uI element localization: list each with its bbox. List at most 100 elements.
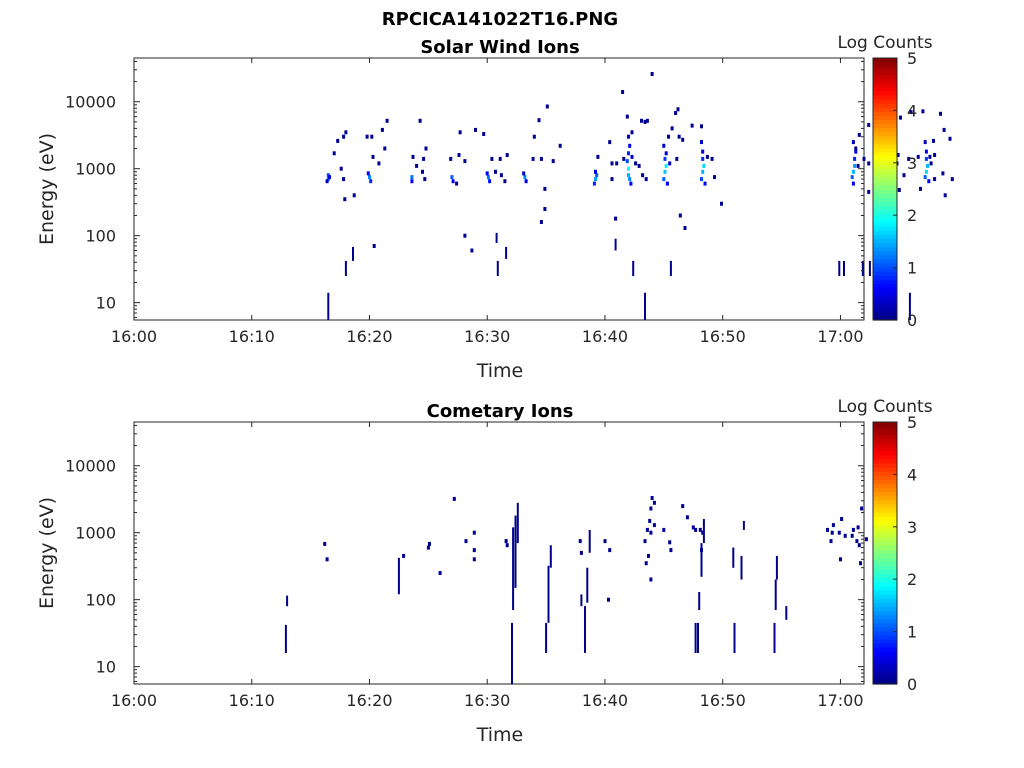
heatmap-cell — [640, 118, 643, 123]
plot-area — [133, 421, 865, 685]
heatmap-streak — [286, 595, 289, 607]
heatmap-cell — [372, 244, 376, 248]
heatmap-cell — [902, 173, 906, 178]
x-tick-label: 16:40 — [582, 691, 628, 710]
heatmap-cell — [463, 233, 467, 238]
heatmap-cell — [422, 156, 426, 161]
heatmap-cell — [474, 127, 477, 132]
heatmap-cell — [649, 530, 653, 535]
colorbar-segment — [873, 262, 897, 268]
colorbar-segment — [873, 172, 897, 178]
colorbar-segment — [873, 499, 897, 505]
heatmap-streak — [732, 547, 735, 568]
heatmap-cell — [451, 179, 455, 184]
plot-area — [133, 57, 865, 321]
colorbar-segment — [873, 626, 897, 632]
x-tick-label: 16:20 — [346, 691, 392, 710]
heatmap-cell — [532, 134, 536, 139]
colorbar-segment — [873, 295, 897, 301]
x-tick-label: 16:10 — [229, 327, 275, 346]
heatmap-streak — [632, 260, 635, 276]
heatmap-cell — [365, 134, 369, 139]
panel-title: Solar Wind Ions — [420, 37, 579, 58]
colorbar-segment — [873, 225, 897, 231]
figure-title: RPCICA141022T16.PNG — [382, 9, 618, 30]
colorbar-segment — [873, 283, 897, 288]
colorbar-tick-label: 3 — [907, 154, 917, 173]
panels: Solar Wind Ions 16:00 16:10 16:20 16:30 16:40… — [36, 33, 954, 746]
x-tick-label: 16:30 — [464, 327, 510, 346]
heatmap-cell — [455, 181, 459, 186]
heatmap-cell — [627, 173, 630, 178]
heatmap-cell — [644, 561, 648, 566]
colorbar-segment — [873, 148, 897, 153]
heatmap-cells — [284, 496, 892, 684]
heatmap-cell — [703, 181, 707, 186]
heatmap-cell — [644, 177, 648, 182]
heatmap-streak — [511, 622, 513, 684]
colorbar-segment — [873, 606, 897, 611]
heatmap-cell — [377, 161, 381, 166]
heatmap-cell — [853, 156, 857, 161]
heatmap-streak — [495, 232, 498, 243]
colorbar-segment — [873, 618, 897, 624]
heatmap-cell — [637, 163, 641, 168]
heatmap-cell — [924, 169, 928, 174]
colorbar-segment — [873, 103, 897, 108]
heatmap-cell — [933, 177, 937, 182]
heatmap-cell — [470, 248, 474, 253]
colorbar-segment — [873, 532, 897, 538]
colorbar-segment — [873, 471, 897, 476]
heatmap-cell — [336, 138, 340, 143]
colorbar-segment — [873, 213, 897, 219]
colorbar-label: Log Counts — [837, 33, 932, 53]
heatmap-streak — [774, 579, 777, 610]
colorbar-segment — [873, 242, 897, 247]
colorbar-segment — [873, 467, 897, 472]
heatmap-cell — [939, 111, 942, 116]
heatmap-cell — [342, 134, 346, 139]
heatmap-cell — [463, 159, 467, 164]
colorbar-segment — [873, 115, 897, 120]
colorbar-segment — [873, 193, 897, 198]
colorbar-segment — [873, 458, 897, 464]
heatmap-cell — [854, 146, 858, 151]
heatmap-cell — [862, 156, 866, 161]
colorbar-segment — [873, 135, 897, 141]
heatmap-streak — [580, 594, 583, 607]
x-tick-label: 16:10 — [229, 691, 275, 710]
heatmap-streak — [327, 292, 330, 320]
heatmap-cell — [505, 153, 509, 157]
colorbar-segment — [873, 651, 897, 656]
heatmap-cell — [664, 151, 668, 156]
heatmap-cell — [551, 159, 555, 164]
colorbar-segment — [873, 119, 897, 125]
heatmap-cell — [851, 181, 855, 186]
heatmap-cell — [595, 173, 599, 178]
heatmap-cell — [482, 132, 486, 136]
heatmap-cell — [457, 153, 461, 157]
heatmap-cell — [854, 149, 858, 154]
colorbar-tick-label: 5 — [907, 413, 917, 432]
heatmap-cell — [700, 177, 703, 182]
heatmap-cell — [924, 156, 928, 161]
colorbar-segment — [873, 197, 897, 202]
colorbar-segment — [873, 663, 897, 669]
heatmap-cell — [628, 177, 632, 182]
heatmap-cell — [859, 561, 862, 566]
x-tick-label: 16:40 — [582, 327, 628, 346]
heatmap-streak — [549, 545, 552, 568]
heatmap-cell — [921, 109, 925, 114]
colorbar-segment — [873, 66, 897, 71]
heatmap-streak — [344, 260, 347, 276]
heatmap-cell — [472, 557, 476, 562]
heatmap-cell — [366, 171, 370, 176]
colorbar-segment — [873, 610, 897, 615]
heatmap-streak — [861, 260, 864, 276]
heatmap-cell — [897, 188, 901, 192]
colorbar-tick-label: 0 — [907, 311, 917, 330]
panel-2: Cometary Ions 16:00 16:10 16:20 16:30 16:40 16… — [36, 397, 933, 746]
